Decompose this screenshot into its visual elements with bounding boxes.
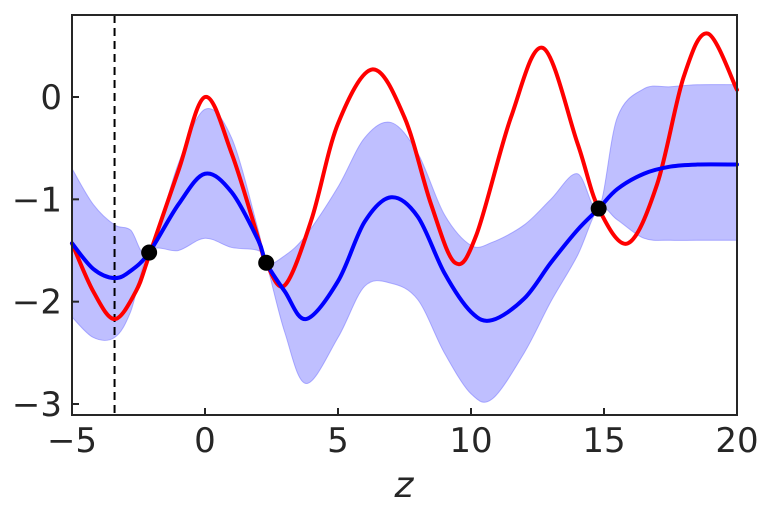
x-axis-label: z [394, 465, 415, 506]
points-layer [141, 200, 607, 271]
band-layer [71, 84, 738, 403]
plot-frame [71, 14, 738, 416]
y-tick-label: 0 [40, 78, 62, 118]
x-tick-label: 20 [715, 421, 758, 461]
y-tick-label: −1 [12, 180, 62, 220]
observation-point [590, 200, 607, 217]
x-tick-label: 15 [582, 421, 625, 461]
observation-point [141, 244, 158, 261]
x-tick-label: 10 [449, 421, 492, 461]
posterior-mean-line [70, 162, 739, 323]
series-layer [70, 31, 739, 323]
observation-point [258, 254, 275, 271]
x-tick-label: 5 [327, 421, 349, 461]
confidence-band [71, 84, 738, 403]
x-ticks: −5 0 5 10 15 20 [47, 408, 759, 461]
x-tick-label: −5 [47, 421, 97, 461]
y-ticks: 0 −1 −2 −3 [12, 78, 79, 425]
x-tick-label: 0 [194, 421, 216, 461]
y-tick-label: −2 [12, 283, 62, 323]
true-function-line [70, 31, 739, 322]
y-tick-label: −3 [12, 385, 62, 425]
